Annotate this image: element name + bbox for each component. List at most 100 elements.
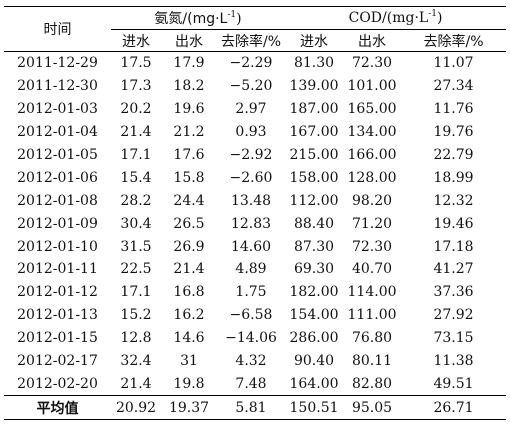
cell-ammonia-effluent: 31 — [180, 353, 198, 370]
cell-cod-effluent: 128.00 — [347, 169, 397, 186]
subheader-ammonia-removal: 去除率/% — [217, 29, 286, 52]
cell-cod-effluent: 82.80 — [351, 375, 393, 392]
table-row: 2012-01-08 28.2 24.4 13.48 112.00 98.20 12.32 — [4, 189, 506, 212]
average-cod-removal: 26.71 — [401, 395, 507, 421]
cell-ammonia-influent: 12.8 — [120, 330, 152, 347]
cell-cod-effluent: 98.20 — [351, 192, 393, 209]
cell-ammonia-effluent: 14.6 — [173, 330, 205, 347]
cell-ammonia-influent: 15.2 — [120, 307, 152, 324]
average-cod-effluent: 95.05 — [343, 395, 402, 421]
cell-date: 2011-12-30 — [17, 78, 98, 95]
cell-ammonia-influent: 32.4 — [120, 353, 152, 370]
table-row: 2012-01-09 30.4 26.5 12.83 88.40 71.20 19.46 — [4, 212, 506, 235]
cell-cod-influent: 286.00 — [289, 330, 339, 347]
cell-ammonia-removal: −14.06 — [225, 330, 277, 347]
cell-cod-influent: 81.30 — [293, 55, 335, 72]
cell-cod-effluent: 165.00 — [347, 101, 397, 118]
subheader-ammonia-influent: 进水 — [111, 29, 161, 52]
cell-ammonia-influent: 17.5 — [120, 55, 152, 72]
cell-ammonia-removal: 14.60 — [230, 238, 272, 255]
cell-cod-removal: 18.99 — [433, 169, 474, 186]
cell-date: 2012-01-09 — [17, 215, 98, 232]
cell-ammonia-influent: 17.3 — [120, 78, 152, 95]
cell-cod-removal: 19.46 — [433, 215, 474, 232]
cell-ammonia-effluent: 24.4 — [173, 192, 205, 209]
table-row: 2012-01-12 17.1 16.8 1.75 182.00 114.00 37.36 — [4, 281, 506, 304]
cell-ammonia-removal: 12.83 — [230, 215, 272, 232]
cell-ammonia-effluent: 18.2 — [173, 78, 205, 95]
cell-cod-removal: 73.15 — [433, 330, 474, 347]
cell-cod-removal: 22.79 — [433, 147, 474, 163]
cell-ammonia-influent: 15.4 — [120, 169, 152, 186]
cell-ammonia-effluent: 16.2 — [173, 307, 205, 324]
cell-ammonia-removal: 7.48 — [235, 375, 267, 392]
table-row: 2011-12-30 17.3 18.2 −5.20 139.00 101.00 27.34 — [4, 75, 506, 98]
cell-ammonia-removal: −2.60 — [229, 169, 273, 186]
average-ammonia-effluent: 19.37 — [161, 395, 217, 421]
cell-date: 2011-12-29 — [17, 55, 98, 72]
cell-cod-removal: 11.07 — [433, 55, 474, 72]
table-row: 2012-01-13 15.2 16.2 −6.58 154.00 111.00 27.92 — [4, 304, 506, 327]
cell-cod-effluent: 72.30 — [351, 55, 393, 72]
header-cod-label: COD/(mg·L — [348, 10, 429, 26]
header-cod-group: COD/(mg·L-1) — [285, 6, 507, 30]
table-row: 2012-01-05 17.1 17.6 −2.92 215.00 166.00 22.79 — [4, 144, 506, 167]
cell-cod-influent: 164.00 — [289, 375, 339, 392]
cell-ammonia-effluent: 26.5 — [173, 215, 205, 232]
cell-cod-removal: 19.76 — [433, 124, 474, 141]
cell-cod-influent: 187.00 — [289, 101, 339, 118]
cell-cod-influent: 139.00 — [289, 78, 339, 95]
cell-cod-effluent: 76.80 — [351, 330, 393, 347]
table-row: 2011-12-29 17.5 17.9 −2.29 81.30 72.30 11.07 — [4, 52, 506, 75]
cell-cod-influent: 215.00 — [289, 147, 339, 163]
cell-cod-effluent: 72.30 — [351, 238, 393, 255]
cell-ammonia-removal: −6.58 — [229, 307, 273, 324]
cell-date: 2012-01-06 — [17, 169, 98, 186]
water-quality-table: 时间 氨氮/(mg·L-1) COD/(mg·L-1) 进水 出水 去除率/% … — [4, 6, 507, 421]
cell-cod-influent: 90.40 — [293, 353, 335, 370]
cell-date: 2012-01-15 — [17, 330, 98, 347]
average-label: 平均值 — [4, 395, 111, 421]
header-ammonia-sup: -1 — [227, 10, 237, 20]
cell-ammonia-effluent: 21.4 — [173, 261, 205, 278]
table-row: 2012-02-20 21.4 19.8 7.48 164.00 82.80 49.51 — [4, 372, 506, 395]
cell-ammonia-influent: 20.2 — [120, 101, 152, 118]
cell-ammonia-removal: 4.89 — [235, 261, 267, 278]
cell-ammonia-influent: 31.5 — [120, 238, 152, 255]
cell-ammonia-effluent: 17.9 — [173, 55, 205, 72]
cell-ammonia-influent: 22.5 — [120, 261, 152, 278]
header-ammonia-group: 氨氮/(mg·L-1) — [111, 6, 286, 30]
cell-cod-removal: 41.27 — [433, 261, 474, 278]
cell-ammonia-effluent: 19.6 — [173, 101, 205, 118]
cell-date: 2012-01-03 — [17, 101, 98, 118]
cell-ammonia-influent: 28.2 — [120, 192, 152, 209]
average-cod-influent: 150.51 — [285, 395, 344, 421]
subheader-cod-influent: 进水 — [285, 29, 344, 52]
cell-date: 2012-01-13 — [17, 307, 98, 324]
header-ammonia-label: 氨氮/(mg·L — [154, 11, 228, 27]
cell-cod-effluent: 40.70 — [351, 261, 393, 278]
cell-cod-influent: 167.00 — [289, 124, 339, 141]
table-row: 2012-01-15 12.8 14.6 −14.06 286.00 76.80 73.15 — [4, 327, 506, 350]
cell-ammonia-removal: 13.48 — [230, 192, 272, 209]
cell-cod-removal: 11.76 — [433, 101, 474, 118]
subheader-cod-removal: 去除率/% — [401, 29, 507, 52]
cell-ammonia-effluent: 15.8 — [173, 169, 205, 186]
cell-ammonia-removal: −2.92 — [229, 147, 273, 163]
cell-date: 2012-01-10 — [17, 238, 98, 255]
cell-cod-effluent: 114.00 — [347, 284, 397, 301]
cell-date: 2012-02-20 — [17, 375, 98, 392]
cell-ammonia-influent: 21.4 — [120, 375, 152, 392]
cell-ammonia-removal: −2.29 — [229, 55, 273, 72]
table-row: 2012-01-04 21.4 21.2 0.93 167.00 134.00 19.76 — [4, 121, 506, 144]
cell-cod-removal: 27.92 — [433, 307, 474, 324]
cell-cod-influent: 88.40 — [293, 215, 335, 232]
cell-date: 2012-02-17 — [17, 353, 98, 370]
cell-ammonia-removal: 2.97 — [235, 101, 267, 118]
table-row: 2012-01-03 20.2 19.6 2.97 187.00 165.00 11.76 — [4, 98, 506, 121]
cell-ammonia-removal: −5.20 — [229, 78, 273, 95]
cell-ammonia-influent: 30.4 — [120, 215, 152, 232]
cell-cod-removal: 17.18 — [433, 238, 474, 255]
cell-cod-influent: 112.00 — [289, 192, 339, 209]
